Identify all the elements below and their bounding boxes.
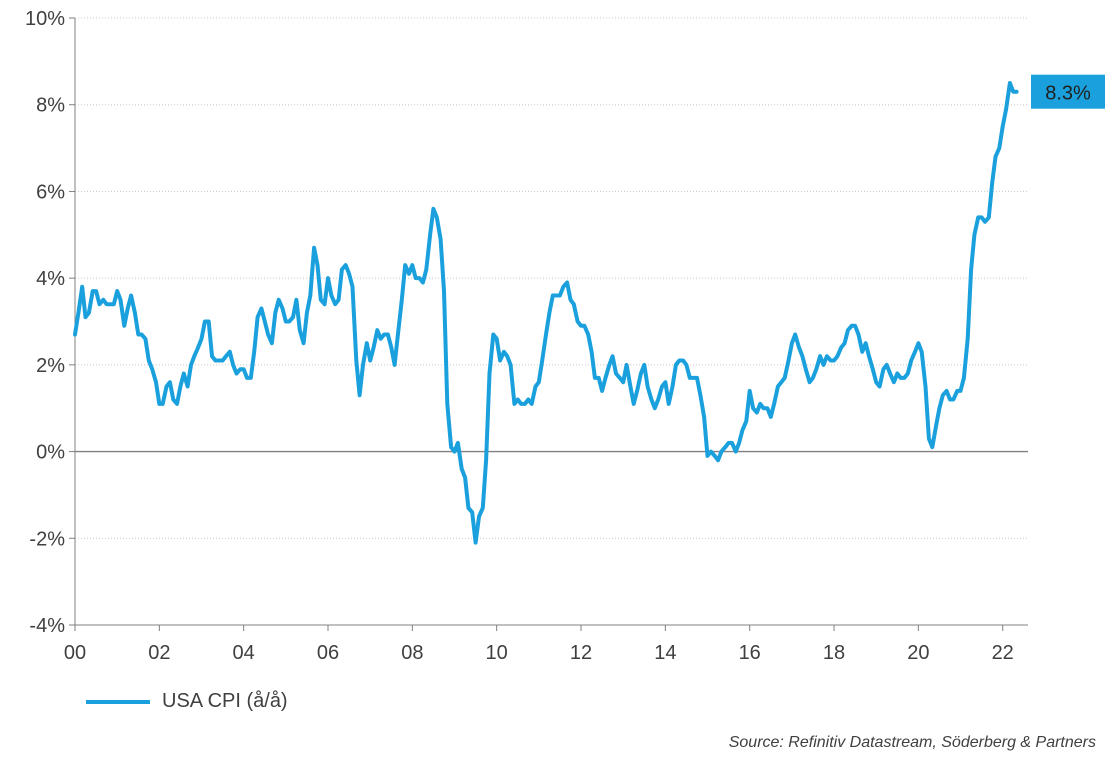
x-tick-label: 14 [654, 642, 676, 664]
axes [74, 18, 1028, 626]
x-tick-label: 04 [233, 642, 255, 664]
x-tick-label: 12 [570, 642, 592, 664]
x-tick-label: 02 [148, 642, 170, 664]
end-value-label: 8.3% [1031, 74, 1105, 109]
x-tick-label: 22 [992, 642, 1014, 664]
y-tick-label: 4% [36, 268, 65, 290]
gridlines [75, 17, 1028, 626]
y-tick-label: 2% [36, 355, 65, 377]
end-label-text: 8.3% [1045, 83, 1091, 105]
x-axis-ticks: 00 02 04 06 08 10 12 14 16 18 20 22 [64, 625, 1014, 664]
y-tick-label: -2% [29, 528, 65, 550]
y-axis-ticks: -4% -2% 0% 2% 4% 6% 8% 10% [25, 8, 75, 637]
x-tick-label: 06 [317, 642, 339, 664]
x-tick-label: 18 [823, 642, 845, 664]
end-label-box [1031, 74, 1105, 109]
x-tick-label: 10 [486, 642, 508, 664]
x-tick-label: 08 [401, 642, 423, 664]
legend-label: USA CPI (å/å) [162, 690, 288, 712]
y-tick-label: -4% [29, 615, 65, 637]
source-note: Source: Refinitiv Datastream, Söderberg … [728, 734, 1096, 751]
x-tick-label: 16 [739, 642, 761, 664]
y-tick-label: 10% [25, 8, 65, 30]
cpi-series-line [73, 81, 1019, 545]
series-group [73, 81, 1019, 545]
x-tick-label: 00 [64, 642, 86, 664]
y-tick-label: 8% [36, 95, 65, 117]
y-tick-label: 6% [36, 181, 65, 203]
cpi-line-chart: -4% -2% 0% 2% 4% 6% 8% 10% 00 02 04 06 08 10 12 14 16 18… [25, 8, 1105, 664]
legend: USA CPI (å/å) [86, 690, 288, 713]
x-tick-label: 20 [907, 642, 929, 664]
y-tick-label: 0% [36, 442, 65, 464]
legend-line-swatch [86, 699, 150, 704]
